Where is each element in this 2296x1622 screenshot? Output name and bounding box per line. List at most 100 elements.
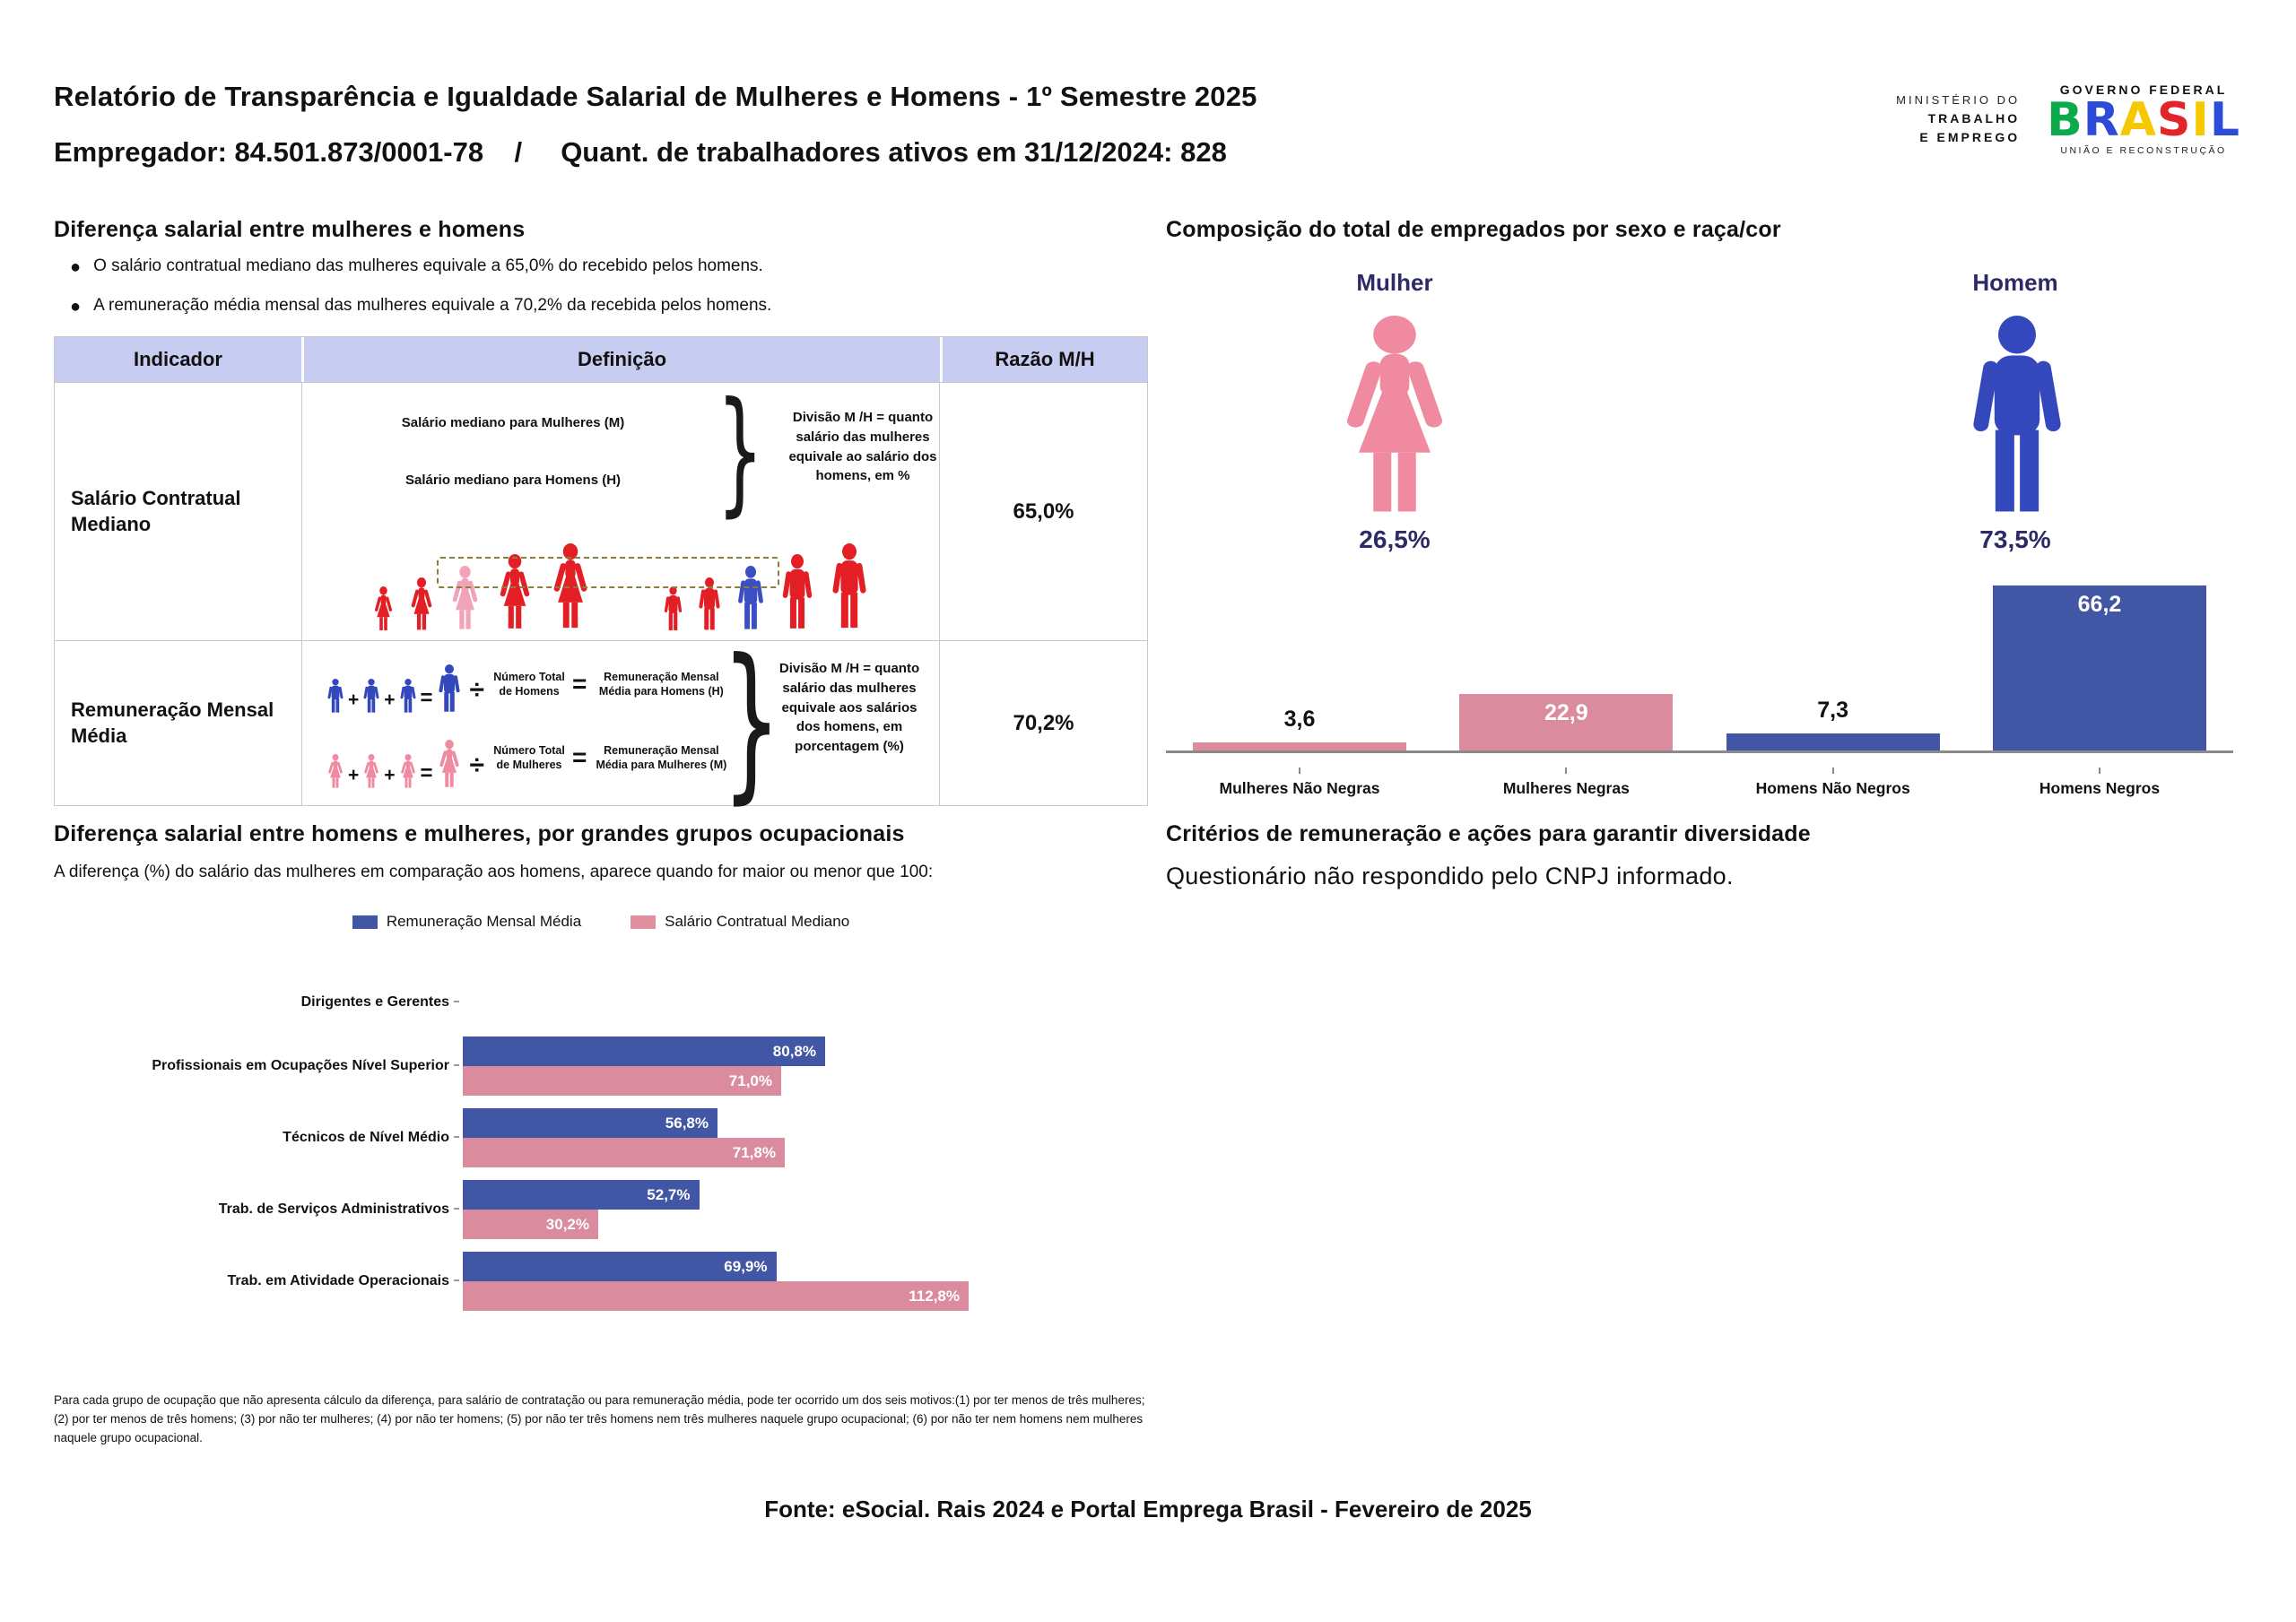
criteria-heading: Critérios de remuneração e ações para ga…: [1166, 821, 1811, 846]
x-axis-line: [1166, 750, 2233, 753]
ratio-value: 65,0%: [1013, 499, 1074, 524]
bullet-mean-remuneration: ● A remuneração média mensal das mulhere…: [70, 296, 771, 317]
median-women-line: Salário mediano para Mulheres (M): [401, 415, 625, 430]
male-share-value: 73,5%: [1979, 525, 2051, 553]
plus-operator: +: [384, 690, 396, 710]
chart-column: 66,2: [1992, 585, 2206, 751]
category-text: Homens Não Negros: [1755, 779, 1910, 797]
population-pictogram-strip: [302, 542, 939, 633]
definition-cell: Salário mediano para Mulheres (M) Salári…: [302, 383, 940, 640]
female-pictogram: [1327, 316, 1462, 524]
male-icon: [778, 554, 816, 633]
ratio-cell: 70,2%: [940, 641, 1147, 805]
composition-bar: 66,2: [1992, 585, 2206, 751]
legend-item-remuneracao: Remuneração Mensal Média: [352, 913, 581, 931]
divide-operator: ÷: [469, 750, 485, 780]
occupational-bar-pink: 30,2%: [463, 1210, 598, 1239]
gov-logo-top-text: GOVERNO FEDERAL: [2059, 82, 2228, 97]
category-label: Homens Não Negros: [1726, 768, 1940, 798]
female-icon: [371, 586, 396, 633]
indicator-table: Indicador Definição Razão M/H Salário Co…: [54, 336, 1148, 806]
male-pictogram: [1961, 316, 2074, 524]
composition-bar: 3,6: [1193, 707, 1406, 751]
salary-gap-bullets: ● O salário contratual mediano das mulhe…: [70, 256, 771, 335]
gov-logo-bottom-text: UNIÃO E RECONSTRUÇÃO: [2060, 145, 2227, 156]
bar-group: 80,8% 71,0%: [463, 1037, 825, 1096]
occupational-bar-chart: Dirigentes e Gerentes Profissionais em O…: [54, 983, 1148, 1323]
bullet-text: O salário contratual mediano das mulhere…: [93, 256, 763, 275]
brace-shape: }: [722, 623, 781, 820]
composition-bar-chart: 3,6 22,9 7,3 66,2 Mulheres Não Negras Mu…: [1166, 538, 2233, 798]
bar-value-label: 69,9%: [724, 1257, 768, 1275]
category-label: Mulheres Negras: [1459, 768, 1673, 798]
median-highlight-box: [437, 557, 779, 588]
chart-row: Dirigentes e Gerentes: [54, 983, 1148, 1022]
chart-legend: Remuneração Mensal Média Salário Contrat…: [54, 913, 1148, 931]
men-result-text: Remuneração Mensal Média para Homens (H): [598, 670, 724, 698]
legend-item-salario: Salário Contratual Mediano: [631, 913, 849, 931]
table-row: Salário Contratual Mediano Salário media…: [55, 382, 1147, 640]
women-divisor-text: Número Total de Mulheres: [493, 743, 565, 771]
female-icon: [361, 754, 381, 790]
indicator-label: Remuneração Mensal Média: [71, 698, 274, 747]
bullet-icon: ●: [70, 257, 82, 277]
bar-value-label: 71,8%: [732, 1143, 776, 1161]
female-icon: [398, 754, 418, 790]
ratio-explanation: Divisão M /H = quanto salário das mulher…: [778, 661, 920, 754]
bar-value-label: 30,2%: [545, 1215, 589, 1233]
category-label: Trab. de Serviços Administrativos: [54, 1201, 463, 1219]
table-row: Remuneração Mensal Média + + = ÷ Número …: [55, 623, 1147, 820]
bar-group: 52,7% 30,2%: [463, 1180, 700, 1239]
ministry-line3: E EMPREGO: [1919, 129, 2021, 144]
chart-row: Técnicos de Nível Médio 56,8% 71,8%: [54, 1108, 1148, 1167]
female-icon-large: [436, 740, 463, 790]
male-icon: [361, 679, 381, 715]
female-share-value: 26,5%: [1359, 525, 1431, 553]
ratio-value: 70,2%: [1013, 710, 1074, 735]
plus-operator: +: [348, 690, 360, 710]
occupational-bar-pink: 71,0%: [463, 1066, 781, 1096]
ministry-line1: MINISTÉRIO DO: [1896, 93, 2021, 108]
category-text: Homens Negros: [2039, 779, 2161, 797]
divide-operator: ÷: [469, 675, 485, 705]
legend-label: Remuneração Mensal Média: [386, 913, 582, 930]
composition-bar: 7,3: [1726, 698, 1940, 751]
bar-value-label: 52,7%: [647, 1185, 691, 1203]
equals-operator: =: [572, 743, 587, 771]
composition-bar: 22,9: [1459, 693, 1674, 751]
ministry-wordmark: MINISTÉRIO DO TRABALHO E EMPREGO: [1896, 91, 2020, 147]
bar-value-label: 7,3: [1817, 697, 1849, 723]
bar-value-label: 71,0%: [728, 1071, 772, 1089]
axis-tick: [1565, 768, 1568, 774]
indicator-cell: Remuneração Mensal Média: [55, 641, 302, 805]
occupational-bar-blue: 69,9%: [463, 1252, 777, 1281]
legend-swatch-pink: [631, 915, 657, 929]
bar-value-label: 22,9: [1544, 699, 1588, 725]
source-line: Fonte: eSocial. Rais 2024 e Portal Empre…: [764, 1496, 1532, 1522]
male-icon: [326, 679, 345, 715]
composition-heading: Composição do total de empregados por se…: [1166, 217, 1781, 242]
category-text: Mulheres Negras: [1502, 779, 1630, 797]
gov-federal-logo: GOVERNO FEDERAL BRASIL UNIÃO E RECONSTRU…: [2047, 82, 2240, 156]
report-title: Relatório de Transparência e Igualdade S…: [54, 81, 1257, 112]
bar-value-label: 66,2: [2077, 591, 2122, 617]
chart-column: 7,3: [1726, 698, 1940, 751]
women-result-text: Remuneração Mensal Média para Mulheres (…: [596, 743, 727, 771]
bar-value-label: 112,8%: [909, 1287, 960, 1305]
men-divisor-text: Número Total de Homens: [493, 670, 565, 698]
axis-tick: [1831, 768, 1834, 774]
criteria-text: Questionário não respondido pelo CNPJ in…: [1166, 863, 1734, 889]
brasil-logo: BRASIL: [2047, 93, 2240, 147]
chart-row: Trab. de Serviços Administrativos 52,7% …: [54, 1180, 1148, 1239]
bar-value-label: 80,8%: [772, 1042, 816, 1060]
male-share-label: Homem: [1972, 269, 2058, 296]
occupational-heading: Diferença salarial entre homens e mulher…: [54, 821, 905, 846]
bar-value-label: 3,6: [1283, 706, 1316, 732]
male-icon: [398, 679, 418, 715]
legend-swatch-blue: [352, 915, 378, 929]
chart-column: 22,9: [1459, 693, 1674, 751]
legend-label: Salário Contratual Mediano: [665, 913, 850, 930]
equals-operator: =: [420, 761, 433, 785]
header-logos: MINISTÉRIO DO TRABALHO E EMPREGO GOVERNO…: [1896, 82, 2240, 156]
